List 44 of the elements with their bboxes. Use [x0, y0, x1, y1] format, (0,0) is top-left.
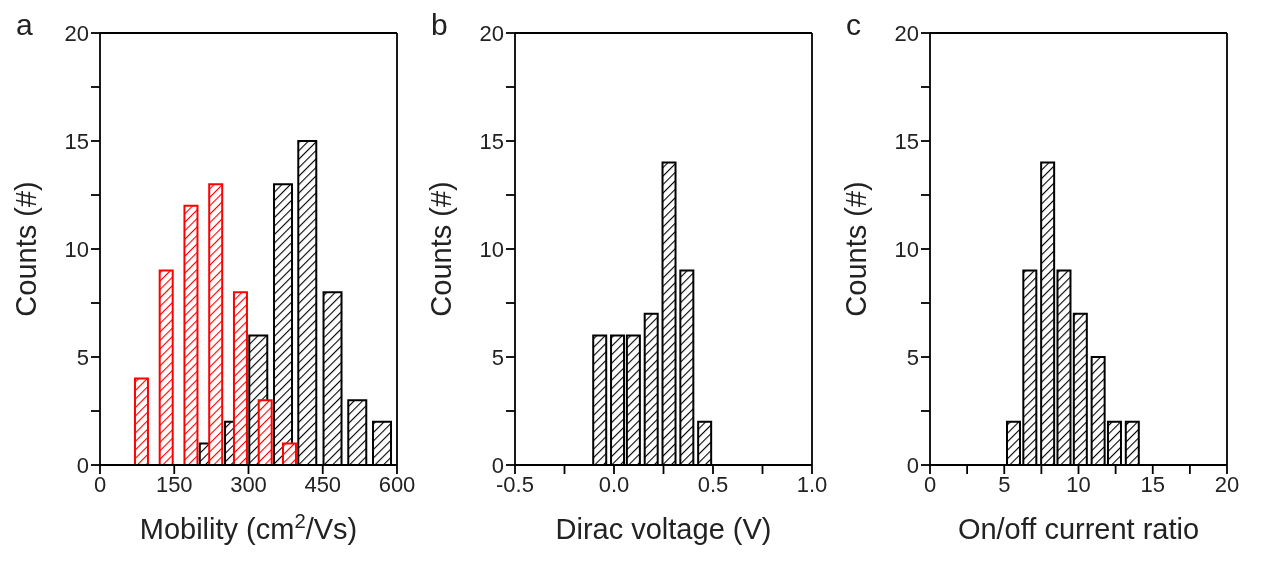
- bar: [232, 291, 248, 465]
- chart-title: a: [16, 8, 33, 42]
- y-tick-label: 0: [491, 452, 504, 478]
- y-tick-label: 5: [76, 344, 89, 370]
- bar: [257, 399, 273, 465]
- y-tick-label: 0: [76, 452, 89, 478]
- x-tick-label: 600: [378, 471, 416, 497]
- y-axis-title: Counts (#): [840, 181, 872, 317]
- x-tick-label: 15: [1140, 471, 1165, 497]
- x-tick-label: 0.5: [697, 471, 729, 497]
- chart-title: c: [846, 8, 861, 42]
- y-tick-label: 15: [64, 128, 89, 154]
- y-tick-label: 10: [479, 236, 504, 262]
- y-tick-label: 20: [479, 20, 504, 46]
- x-tick-label: 0: [923, 471, 937, 497]
- x-tick-label: 5: [998, 471, 1011, 497]
- x-axis-title: On/off current ratio: [957, 513, 1200, 545]
- x-tick-label: 450: [304, 471, 342, 497]
- x-tick-label: 20: [1214, 471, 1240, 497]
- y-axis-title: Counts (#): [425, 181, 457, 317]
- y-tick-label: 10: [894, 236, 919, 262]
- bar: [208, 183, 224, 465]
- y-tick-label: 5: [906, 344, 919, 370]
- x-tick-label: 0: [93, 471, 107, 497]
- y-tick-label: 20: [894, 20, 919, 46]
- x-tick-label: 10: [1066, 471, 1091, 497]
- bar: [158, 269, 174, 465]
- x-tick-label: 150: [155, 471, 193, 497]
- y-tick-label: 0: [906, 452, 919, 478]
- bar: [183, 204, 199, 465]
- bar: [133, 377, 149, 465]
- chart-title: b: [431, 8, 448, 42]
- y-axis-title: Counts (#): [10, 181, 42, 317]
- y-tick-label: 5: [491, 344, 504, 370]
- bar: [281, 442, 297, 465]
- y-tick-label: 20: [64, 20, 89, 46]
- y-tick-label: 15: [479, 128, 504, 154]
- x-tick-label: 0.0: [598, 471, 630, 497]
- x-tick-label: 1.0: [796, 471, 828, 497]
- x-tick-label: 300: [230, 471, 267, 497]
- y-tick-label: 10: [64, 236, 89, 262]
- y-tick-label: 15: [894, 128, 919, 154]
- x-axis-title: Mobility (cm$^{2}$/Vs): [139, 510, 358, 545]
- x-axis-title: Dirac voltage (V): [555, 513, 772, 545]
